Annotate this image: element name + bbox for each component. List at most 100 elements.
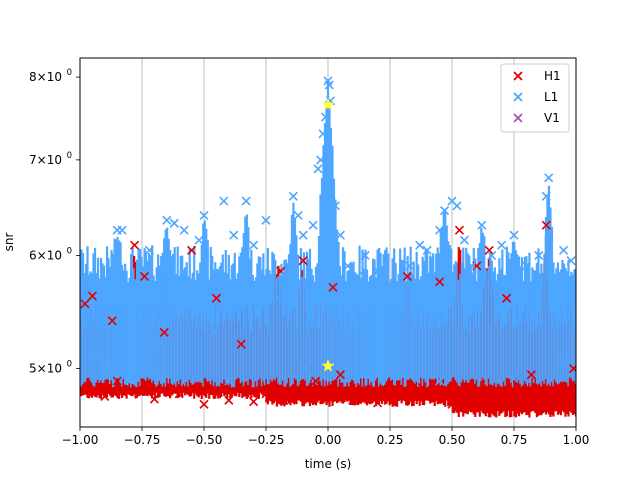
- l1-point-56: [521, 261, 531, 271]
- l1-point-19: [241, 196, 251, 206]
- l1-point-1: [82, 316, 93, 326]
- highlight-star-0: [321, 97, 335, 111]
- l1-point-30: [318, 129, 328, 139]
- h1-point-27: [417, 382, 427, 392]
- h1-point-22: [335, 370, 345, 380]
- l1-point-15: [199, 210, 209, 221]
- l1-point-67: [435, 376, 445, 386]
- legend-frame: [500, 63, 570, 133]
- l1-point-40: [373, 266, 383, 276]
- l1-point-63: [149, 370, 159, 380]
- h1-point-35: [501, 293, 512, 303]
- l1-point-22: [273, 293, 283, 303]
- l1-point-8: [137, 282, 147, 292]
- l1-point-47: [439, 206, 450, 216]
- h1-point-15: [249, 397, 259, 407]
- l1-point-17: [219, 196, 229, 206]
- h1-point-5: [129, 240, 140, 250]
- y-tick-label-2: 7×10: [29, 153, 62, 167]
- l1-point-45: [422, 245, 432, 255]
- l1-point-39: [360, 250, 370, 261]
- l1-point-57: [534, 250, 544, 261]
- l1-point-38: [353, 271, 363, 282]
- h1-point-31: [462, 402, 472, 412]
- h1-point-25: [385, 389, 395, 399]
- l1-point-36: [335, 230, 345, 240]
- h1-point-14: [236, 339, 246, 349]
- h1-point-29: [447, 399, 457, 409]
- legend[interactable]: H1 L1 V1: [500, 63, 570, 133]
- h1-point-39: [551, 389, 561, 399]
- h1-point-23: [348, 395, 358, 405]
- y-tick-label-3: 8×10: [29, 70, 62, 84]
- x-axis-label: time (s): [305, 457, 352, 471]
- x-tick-label-1: −0.75: [124, 433, 161, 447]
- h1-point-8: [159, 327, 169, 337]
- h1-point-41: [568, 363, 576, 374]
- l1-point-54: [497, 240, 507, 250]
- l1-point-12: [169, 218, 179, 228]
- l1-point-35: [330, 201, 341, 211]
- h1-point-4: [112, 376, 122, 386]
- x-tick-label-8: 1.00: [563, 433, 590, 447]
- highlight-star-1: [321, 359, 335, 372]
- l1-point-10: [154, 339, 164, 349]
- l1-point-26: [298, 230, 308, 240]
- l1-point-37: [343, 261, 353, 271]
- h1-point-10: [187, 245, 197, 255]
- y-axis-label: snr: [2, 233, 16, 252]
- h1-point-26: [402, 271, 412, 282]
- h1-point-12: [211, 293, 221, 303]
- l1-point-0: [80, 339, 88, 349]
- h1-point-3: [107, 316, 117, 326]
- l1-point-20: [249, 240, 259, 250]
- x-tick-label-5: 0.25: [377, 433, 404, 447]
- legend-label-l1: L1: [544, 90, 558, 104]
- h1-point-38: [541, 220, 551, 230]
- x-tick-label-4: 0.00: [315, 433, 342, 447]
- l1-point-68: [509, 373, 519, 384]
- l1-point-6: [117, 225, 127, 235]
- l1-point-14: [194, 235, 204, 245]
- h1-point-28: [435, 277, 445, 287]
- plot-region: [80, 76, 576, 418]
- l1-point-69: [559, 357, 569, 367]
- l1-point-4: [100, 363, 110, 374]
- l1-point-61: [559, 245, 569, 255]
- h1-point-34: [492, 399, 502, 409]
- l1-point-29: [315, 155, 326, 165]
- h1-point-16: [261, 389, 271, 399]
- l1-point-27: [308, 220, 318, 230]
- legend-item-l1[interactable]: L1: [513, 90, 558, 104]
- h1-point-20: [311, 376, 321, 386]
- h1-point-7: [149, 394, 159, 404]
- h1-point-2: [100, 391, 110, 401]
- y-tick-exponent-3: 0: [67, 68, 72, 78]
- h1-point-0: [80, 299, 90, 309]
- legend-item-v1[interactable]: V1: [513, 111, 560, 125]
- l1-point-9: [144, 245, 155, 255]
- l1-point-60: [551, 271, 561, 282]
- h1-point-40: [561, 398, 571, 408]
- l1-point-33: [324, 80, 334, 90]
- y-axis-ticks: 5×10 0 6×10 0 7×10 0 8×10 0: [29, 68, 80, 376]
- x-tick-label-2: −0.50: [186, 433, 223, 447]
- h1-point-30: [454, 225, 465, 235]
- h1-point-36: [516, 395, 527, 405]
- l1-point-44: [415, 240, 425, 250]
- x-tick-label-3: −0.25: [248, 433, 285, 447]
- l1-point-55: [509, 230, 519, 240]
- y-tick-exponent-0: 0: [67, 360, 72, 370]
- l1-point-51: [467, 261, 477, 271]
- l1-point-42: [397, 293, 407, 303]
- h1-point-19: [298, 256, 308, 266]
- l1-point-52: [477, 220, 487, 230]
- l1-point-23: [281, 271, 291, 282]
- l1-point-43: [405, 261, 415, 271]
- l1-point-41: [385, 282, 395, 292]
- l1-point-3: [95, 293, 105, 303]
- h1-point-18: [286, 395, 296, 405]
- l1-point-50: [459, 235, 469, 245]
- legend-item-h1[interactable]: H1: [513, 69, 561, 83]
- h1-point-33: [484, 245, 494, 255]
